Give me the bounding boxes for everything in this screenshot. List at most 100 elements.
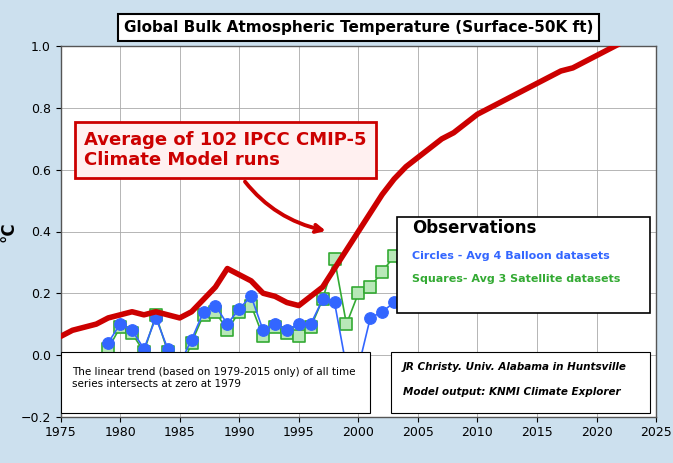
Point xyxy=(603,250,614,257)
Point xyxy=(555,271,566,278)
Text: Model output: KNMI Climate Explorer: Model output: KNMI Climate Explorer xyxy=(403,387,621,397)
Point xyxy=(508,262,519,269)
Point xyxy=(377,268,388,275)
Point xyxy=(567,274,578,282)
Text: Global Bulk Atmospheric Temperature (Surface-50K ft): Global Bulk Atmospheric Temperature (Sur… xyxy=(124,20,593,35)
Point xyxy=(484,289,495,297)
Point xyxy=(341,363,352,371)
Point xyxy=(615,252,626,260)
Point xyxy=(210,302,221,309)
Point xyxy=(532,268,542,275)
Point xyxy=(222,326,233,334)
Point xyxy=(389,299,400,306)
Point xyxy=(329,256,340,263)
FancyBboxPatch shape xyxy=(391,352,650,413)
Point xyxy=(198,311,209,319)
Point xyxy=(103,339,114,346)
Point xyxy=(365,314,376,322)
Text: Average of 102 IPCC CMIP-5
Climate Model runs: Average of 102 IPCC CMIP-5 Climate Model… xyxy=(84,131,367,232)
Point xyxy=(210,308,221,315)
Point xyxy=(484,283,495,291)
Point xyxy=(174,370,185,377)
FancyBboxPatch shape xyxy=(397,217,650,313)
Point xyxy=(139,345,149,352)
Point xyxy=(139,348,149,356)
Point xyxy=(460,277,471,285)
Point xyxy=(472,265,483,272)
Point xyxy=(400,280,411,288)
Point xyxy=(592,259,602,266)
Point xyxy=(174,361,185,368)
Point xyxy=(258,333,269,340)
Point xyxy=(413,265,423,272)
Y-axis label: °C: °C xyxy=(0,221,17,242)
Point xyxy=(341,320,352,328)
Point xyxy=(270,324,281,331)
Point xyxy=(162,345,173,352)
Point xyxy=(520,265,530,272)
Point xyxy=(448,299,459,306)
Point xyxy=(555,268,566,275)
Point xyxy=(293,320,304,328)
Point xyxy=(234,305,245,313)
Point xyxy=(544,256,555,263)
Point xyxy=(258,326,269,334)
Point xyxy=(306,324,316,331)
Point xyxy=(329,299,340,306)
Point xyxy=(246,302,256,309)
Point xyxy=(579,259,590,266)
Text: JR Christy. Univ. Alabama in Huntsville: JR Christy. Univ. Alabama in Huntsville xyxy=(403,363,627,372)
Point xyxy=(281,330,292,337)
Point xyxy=(389,252,400,260)
Point xyxy=(162,348,173,356)
Point xyxy=(222,320,233,328)
Point xyxy=(270,320,281,328)
Point xyxy=(425,289,435,297)
Point xyxy=(377,308,388,315)
Text: Circles - Avg 4 Balloon datasets: Circles - Avg 4 Balloon datasets xyxy=(412,251,610,261)
Text: Squares- Avg 3 Satellite datasets: Squares- Avg 3 Satellite datasets xyxy=(412,274,621,283)
Point xyxy=(151,314,162,322)
FancyBboxPatch shape xyxy=(61,352,370,413)
Point xyxy=(198,308,209,315)
Point xyxy=(365,283,376,291)
Point xyxy=(448,296,459,303)
Point xyxy=(127,330,137,337)
Point xyxy=(425,277,435,285)
Point xyxy=(115,324,126,331)
Point xyxy=(579,265,590,272)
Point xyxy=(460,289,471,297)
Point xyxy=(544,265,555,272)
Point xyxy=(592,268,602,275)
Point xyxy=(520,274,530,282)
Point xyxy=(306,320,316,328)
Point xyxy=(186,339,197,346)
Point xyxy=(400,296,411,303)
Text: Observations: Observations xyxy=(412,219,536,238)
Point xyxy=(234,308,245,315)
Point xyxy=(293,333,304,340)
Point xyxy=(115,320,126,328)
Point xyxy=(317,296,328,303)
Point xyxy=(508,277,519,285)
Point xyxy=(496,283,507,291)
Point xyxy=(127,326,137,334)
Point xyxy=(281,326,292,334)
Point xyxy=(353,363,364,371)
Point xyxy=(436,287,447,294)
Point xyxy=(353,289,364,297)
Text: The linear trend (based on 1979-2015 only) of all time
series intersects at zero: The linear trend (based on 1979-2015 onl… xyxy=(73,367,356,388)
Point xyxy=(413,287,423,294)
Point xyxy=(246,293,256,300)
Point xyxy=(496,277,507,285)
Point xyxy=(436,287,447,294)
Point xyxy=(615,237,626,244)
Point xyxy=(603,259,614,266)
Point xyxy=(472,283,483,291)
Point xyxy=(317,296,328,303)
Point xyxy=(532,268,542,275)
Point xyxy=(151,311,162,319)
Point xyxy=(186,336,197,343)
Point xyxy=(567,268,578,275)
Point xyxy=(103,345,114,352)
